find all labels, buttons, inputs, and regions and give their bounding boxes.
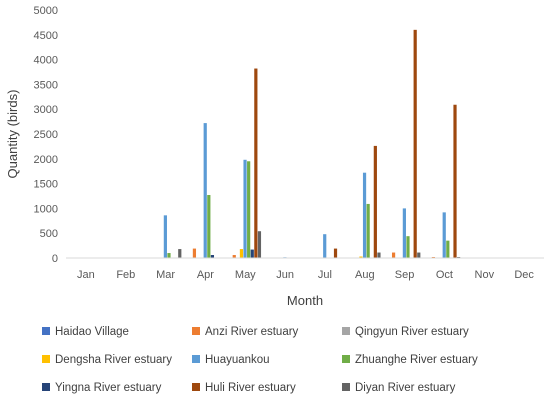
bar [323, 234, 327, 258]
x-tick-label: Mar [156, 269, 175, 281]
legend-swatch [42, 355, 50, 363]
bar [210, 255, 215, 258]
y-tick-label: 0 [52, 253, 58, 265]
legend-swatch [192, 383, 200, 391]
legend-label: Qingyun River estuary [355, 326, 469, 338]
y-tick-label: 2500 [34, 129, 58, 141]
legend-item: Dengsha River estuary [42, 354, 172, 366]
x-tick-label: Jan [77, 269, 95, 281]
legend-item: Huli River estuary [192, 382, 296, 394]
bar [192, 248, 197, 258]
x-tick-label: Jun [276, 269, 294, 281]
bar [333, 248, 338, 258]
legend-swatch [342, 327, 350, 335]
legend-item: Huayuankou [192, 354, 270, 366]
x-tick-label: Apr [197, 269, 214, 281]
legend-label: Huayuankou [205, 354, 270, 366]
bar [250, 249, 254, 258]
bar [243, 159, 247, 258]
legend-label: Anzi River estuary [205, 326, 299, 338]
legend: Haidao Village Anzi River estuary Qingyun … [42, 326, 478, 394]
x-tick-label: Nov [475, 269, 495, 281]
y-axis-title: Quantity (birds) [5, 90, 20, 179]
legend-item: Haidao Village [42, 326, 129, 338]
legend-item: Zhuanghe River estuary [342, 354, 478, 366]
bar [359, 256, 363, 258]
bar [163, 215, 167, 258]
y-axis-ticks: 0 500 1000 1500 2000 2500 3000 3500 4000 4500 5000 [34, 5, 58, 265]
legend-label: Huli River estuary [205, 382, 296, 394]
bar [391, 252, 396, 258]
x-tick-label: Feb [116, 269, 135, 281]
bar [406, 236, 410, 258]
y-tick-label: 5000 [34, 5, 58, 17]
y-tick-label: 4500 [34, 30, 58, 42]
legend-swatch [192, 327, 200, 335]
bar [446, 240, 450, 258]
bar [373, 145, 377, 258]
legend-swatch [42, 383, 50, 391]
bar [257, 231, 262, 258]
bar [402, 208, 406, 258]
y-tick-label: 2000 [34, 154, 58, 166]
legend-label: Yingna River estuary [55, 382, 162, 394]
x-tick-label: Jul [318, 269, 332, 281]
x-axis-ticks: Jan Feb Mar Apr May Jun Jul Aug Sep Oct Nov Dec [77, 269, 534, 281]
bar [417, 252, 421, 258]
x-tick-label: Aug [355, 269, 375, 281]
bar [207, 195, 211, 258]
bar [453, 104, 457, 259]
x-axis-title: Month [287, 293, 323, 308]
y-tick-label: 3500 [34, 79, 58, 91]
bar [239, 249, 244, 258]
x-tick-label: Dec [514, 269, 534, 281]
bar [167, 253, 171, 258]
legend-swatch [192, 355, 200, 363]
bar [178, 249, 182, 258]
legend-item: Qingyun River estuary [342, 326, 469, 338]
bar [232, 255, 236, 258]
legend-item: Diyan River estuary [342, 382, 456, 394]
legend-label: Dengsha River estuary [55, 354, 172, 366]
bar [442, 212, 446, 258]
y-tick-label: 3000 [34, 104, 58, 116]
bar [254, 68, 258, 258]
legend-swatch [342, 355, 350, 363]
y-tick-label: 1500 [34, 179, 58, 191]
bar [362, 172, 367, 258]
legend-item: Yingna River estuary [42, 382, 162, 394]
legend-label: Haidao Village [55, 326, 129, 338]
bar [203, 123, 207, 258]
legend-item: Anzi River estuary [192, 326, 299, 338]
bars [163, 29, 461, 259]
legend-swatch [42, 327, 50, 335]
legend-label: Zhuanghe River estuary [355, 354, 478, 366]
legend-label: Diyan River estuary [355, 382, 456, 394]
x-tick-label: Oct [436, 269, 453, 281]
y-tick-label: 500 [40, 228, 58, 240]
bar [413, 29, 417, 259]
bar [247, 161, 251, 258]
x-tick-label: Sep [395, 269, 415, 281]
x-tick-label: May [235, 269, 256, 281]
bar [366, 203, 370, 258]
legend-swatch [342, 383, 350, 391]
y-tick-label: 4000 [34, 55, 58, 67]
y-tick-label: 1000 [34, 203, 58, 215]
bar [377, 252, 381, 258]
